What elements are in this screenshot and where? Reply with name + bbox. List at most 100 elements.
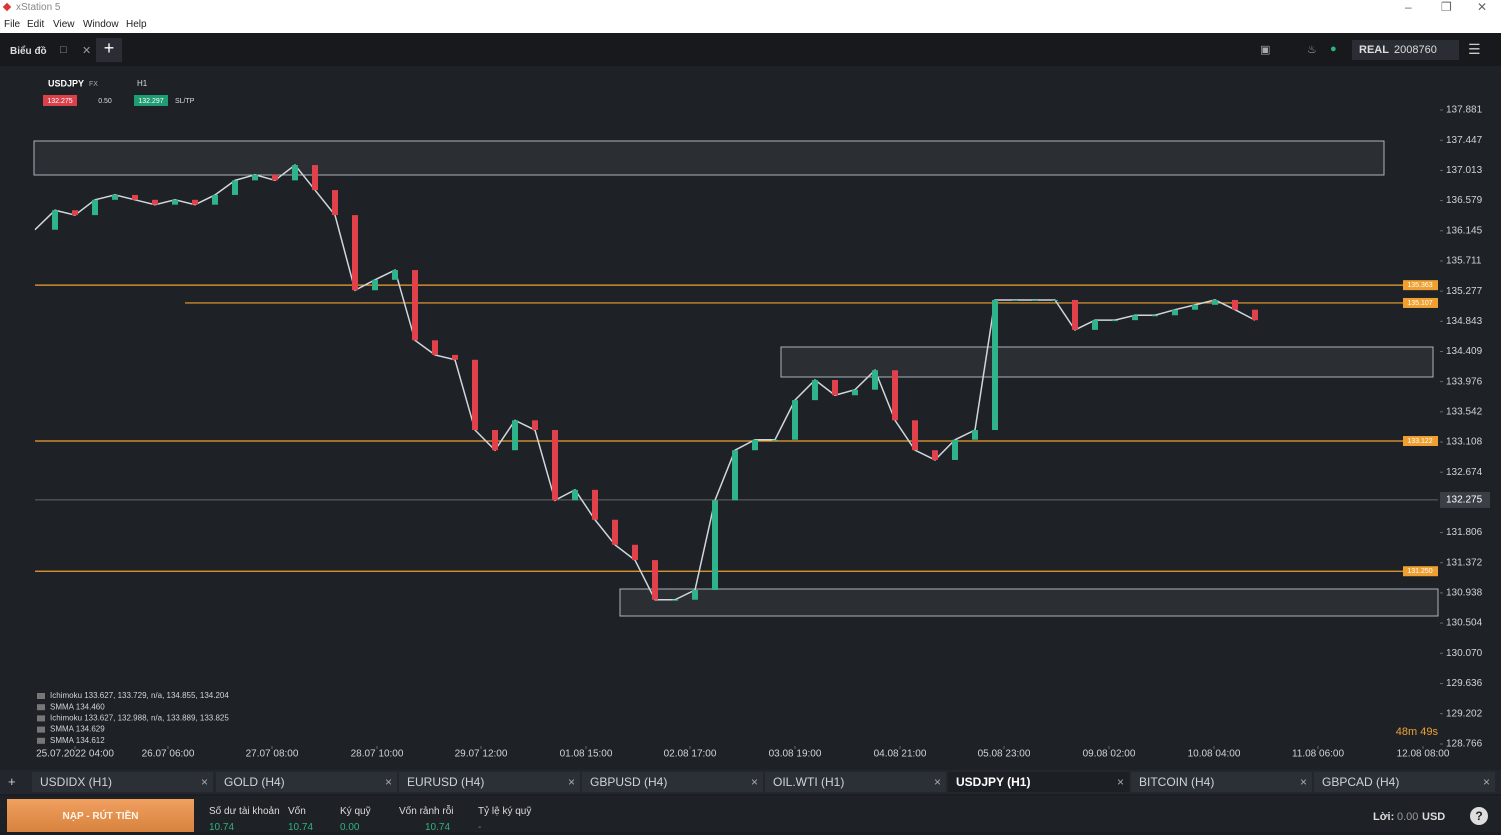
candle: [272, 174, 278, 181]
tab-label[interactable]: USDIDX (H1): [40, 775, 113, 789]
y-tick-label: 129.636: [1446, 678, 1483, 689]
legend-entry: Ichimoku 133.627, 132.988, n/a, 133.889,…: [50, 714, 229, 723]
tab-label[interactable]: BITCOIN (H4): [1139, 775, 1215, 789]
y-tick-label: 134.843: [1446, 316, 1483, 327]
candle: [212, 194, 218, 205]
sell-button[interactable]: [43, 95, 77, 106]
menu-item[interactable]: View: [53, 19, 75, 30]
minimize-button[interactable]: –: [1405, 0, 1412, 14]
tab-close[interactable]: ×: [750, 775, 758, 789]
layout-icon[interactable]: ▣: [1260, 44, 1271, 56]
candle: [1032, 299, 1038, 301]
menu-item[interactable]: Edit: [27, 19, 45, 30]
tab-label[interactable]: GBPUSD (H4): [590, 775, 668, 789]
close-view-button[interactable]: ✕: [82, 45, 92, 57]
equity-value: 10.74: [288, 822, 314, 833]
candle: [252, 174, 258, 181]
account-type: REAL: [1359, 44, 1389, 56]
chart-tab[interactable]: GBPUSD (H4) ×: [582, 772, 763, 792]
help-button[interactable]: ?: [1470, 807, 1488, 825]
candle: [672, 599, 678, 601]
bell-icon[interactable]: ♨: [1307, 44, 1317, 56]
candle: [1152, 315, 1158, 317]
candle: [332, 190, 338, 216]
tab-label[interactable]: USDJPY (H1): [956, 775, 1031, 789]
buy-button[interactable]: [134, 95, 168, 106]
menu-item[interactable]: Window: [83, 19, 119, 30]
chart-tab[interactable]: GBPCAD (H4) ×: [1314, 772, 1495, 792]
tab-label[interactable]: OIL.WTI (H1): [773, 775, 845, 789]
candle: [572, 489, 578, 501]
symbol[interactable]: USDJPY: [48, 78, 84, 88]
tab-close[interactable]: ×: [384, 775, 392, 789]
tab-label[interactable]: GOLD (H4): [224, 775, 285, 789]
legend-swatch: [37, 715, 45, 722]
tab-close[interactable]: ×: [567, 775, 575, 789]
x-tick-label: 26.07 06:00: [142, 749, 195, 760]
candle: [1012, 299, 1018, 301]
price-line: [34, 163, 1256, 601]
close-button[interactable]: ✕: [1477, 0, 1488, 14]
tab-close[interactable]: ×: [1482, 775, 1490, 789]
account-bar: NẠP - RÚT TIỀN Số dư tài khoản 10.74 Vốn…: [0, 796, 1501, 833]
profit-value: 0.00: [1397, 811, 1419, 823]
candle: [412, 270, 418, 341]
chart-tab[interactable]: EURUSD (H4) ×: [399, 772, 580, 792]
candle: [1212, 299, 1218, 305]
candle: [952, 439, 958, 460]
y-tick-label: 132.674: [1446, 467, 1483, 478]
candle: [752, 439, 758, 451]
chart-tab[interactable]: OIL.WTI (H1) ×: [765, 772, 946, 792]
y-tick-label: 136.579: [1446, 195, 1483, 206]
deposit-button[interactable]: NẠP - RÚT TIỀN: [7, 799, 194, 832]
chart-tab[interactable]: USDJPY (H1) ×: [948, 772, 1129, 792]
candle: [152, 199, 158, 205]
legend-swatch: [37, 693, 45, 699]
last-price-tag: [1440, 491, 1490, 508]
account-selector[interactable]: [1352, 40, 1459, 60]
menu-item[interactable]: Help: [126, 19, 147, 30]
candle: [1072, 299, 1078, 330]
candle: [712, 500, 718, 591]
chart-tab[interactable]: GOLD (H4) ×: [216, 772, 397, 792]
volume[interactable]: 0.50: [98, 98, 112, 105]
price-level-label: 135.363: [1407, 282, 1432, 289]
tab-close[interactable]: ×: [1299, 775, 1307, 789]
y-tick-label: 131.372: [1446, 557, 1483, 568]
y-tick-label: 128.766: [1446, 739, 1483, 750]
candle: [112, 194, 118, 200]
tab-label[interactable]: EURUSD (H4): [407, 775, 485, 789]
candle: [1092, 320, 1098, 330]
x-tick-label: 01.08 15:00: [560, 749, 613, 760]
buy-price[interactable]: 132.297: [138, 98, 163, 105]
legend-entry: SMMA 134.612: [50, 736, 105, 745]
detach-button[interactable]: □: [60, 44, 67, 56]
sltp-button[interactable]: SL/TP: [175, 98, 195, 105]
candle: [912, 420, 918, 451]
candle: [312, 165, 318, 191]
tab-label[interactable]: GBPCAD (H4): [1322, 775, 1400, 789]
tab-close[interactable]: ×: [933, 775, 941, 789]
y-tick-label: 131.806: [1446, 527, 1483, 538]
timeframe[interactable]: H1: [137, 79, 148, 88]
menu-item[interactable]: File: [4, 19, 21, 30]
y-tick-label: 137.447: [1446, 135, 1483, 146]
chart-tab[interactable]: USDIDX (H1) ×: [32, 772, 213, 792]
menu-button[interactable]: ☰: [1468, 41, 1481, 57]
x-tick-label: 09.08 02:00: [1083, 749, 1136, 760]
window-title: xStation 5: [16, 2, 61, 13]
chart-tab[interactable]: BITCOIN (H4) ×: [1131, 772, 1312, 792]
zone: [33, 140, 1385, 176]
add-button[interactable]: +: [96, 38, 122, 62]
sell-price[interactable]: 132.275: [47, 98, 72, 105]
view-menu[interactable]: Biểu đồ: [10, 46, 47, 57]
tab-bar: + USDIDX (H1) × GOLD (H4) × EURUSD (H4) × GBPU…: [0, 770, 1501, 794]
tab-close[interactable]: ×: [1116, 775, 1124, 789]
candle: [72, 210, 78, 216]
add-tab[interactable]: +: [8, 774, 16, 789]
tab-close[interactable]: ×: [200, 775, 208, 789]
equity-label: Vốn: [288, 806, 306, 817]
restore-button[interactable]: ❐: [1441, 0, 1452, 14]
